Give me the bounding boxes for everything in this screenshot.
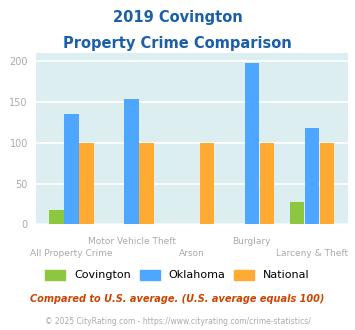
Text: All Property Crime: All Property Crime bbox=[30, 249, 113, 258]
Bar bbox=[80, 143, 94, 224]
Text: Larceny & Theft: Larceny & Theft bbox=[276, 249, 348, 258]
Text: Property Crime Comparison: Property Crime Comparison bbox=[63, 36, 292, 51]
Bar bbox=[260, 143, 274, 224]
Bar bbox=[305, 128, 319, 224]
Bar bbox=[124, 99, 139, 224]
Text: © 2025 CityRating.com - https://www.cityrating.com/crime-statistics/: © 2025 CityRating.com - https://www.city… bbox=[45, 317, 310, 326]
Text: Burglary: Burglary bbox=[233, 238, 271, 247]
Legend: Covington, Oklahoma, National: Covington, Oklahoma, National bbox=[45, 270, 310, 280]
Bar bbox=[64, 114, 79, 224]
Bar bbox=[140, 143, 154, 224]
Text: Motor Vehicle Theft: Motor Vehicle Theft bbox=[88, 238, 176, 247]
Bar bbox=[320, 143, 334, 224]
Text: 2019 Covington: 2019 Covington bbox=[113, 10, 242, 25]
Bar bbox=[290, 202, 304, 224]
Bar bbox=[200, 143, 214, 224]
Text: Arson: Arson bbox=[179, 249, 204, 258]
Text: Compared to U.S. average. (U.S. average equals 100): Compared to U.S. average. (U.S. average … bbox=[30, 294, 325, 304]
Bar bbox=[245, 63, 259, 224]
Bar bbox=[49, 210, 64, 224]
